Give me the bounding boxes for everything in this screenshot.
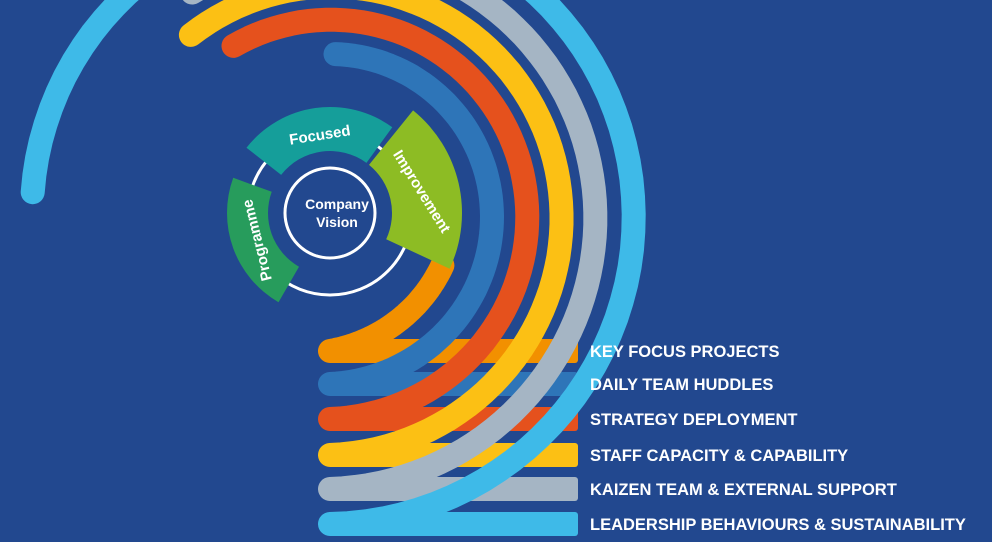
band-label: LEADERSHIP BEHAVIOURS & SUSTAINABILITY [590,516,966,534]
band-label: STAFF CAPACITY & CAPABILITY [590,447,848,465]
band-arc [318,253,578,363]
band-label: STRATEGY DEPLOYMENT [590,411,798,429]
band-label: KEY FOCUS PROJECTS [590,343,779,361]
band-arc [20,0,646,536]
center-text-line2: Vision [316,214,358,230]
center-circle [283,166,377,260]
band-label: KAIZEN TEAM & EXTERNAL SUPPORT [590,481,897,499]
band-arc [318,42,578,396]
band-label: DAILY TEAM HUDDLES [590,376,773,394]
band-bar-end [554,477,578,501]
label-layer: KEY FOCUS PROJECTS DAILY TEAM HUDDLES STRA… [590,343,966,534]
band-bar-end [554,443,578,467]
center-layer: Company Vision [283,166,377,260]
band-arc [178,0,578,467]
center-text-line1: Company [305,196,369,212]
segment-programme [226,177,299,303]
segment-focused [246,107,393,175]
band-arc [221,7,578,431]
segment-improvement [369,110,463,269]
band-arc [182,0,608,501]
band-bar-end [554,512,578,536]
band-layer [20,0,646,536]
